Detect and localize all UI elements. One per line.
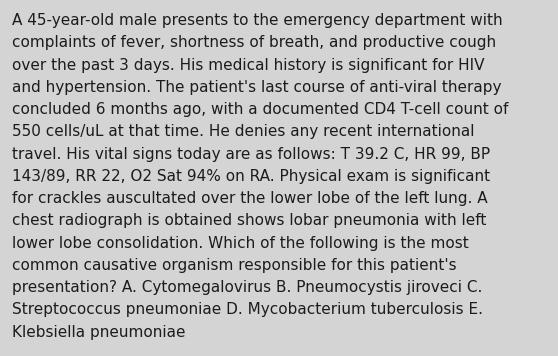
Text: lower lobe consolidation. Which of the following is the most: lower lobe consolidation. Which of the f…: [12, 236, 469, 251]
Text: concluded 6 months ago, with a documented CD4 T-cell count of: concluded 6 months ago, with a documente…: [12, 102, 509, 117]
Text: Streptococcus pneumoniae D. Mycobacterium tuberculosis E.: Streptococcus pneumoniae D. Mycobacteriu…: [12, 303, 483, 318]
Text: and hypertension. The patient's last course of anti-viral therapy: and hypertension. The patient's last cou…: [12, 80, 502, 95]
Text: presentation? A. Cytomegalovirus B. Pneumocystis jiroveci C.: presentation? A. Cytomegalovirus B. Pneu…: [12, 280, 483, 295]
Text: A 45-year-old male presents to the emergency department with: A 45-year-old male presents to the emerg…: [12, 13, 503, 28]
Text: Klebsiella pneumoniae: Klebsiella pneumoniae: [12, 325, 186, 340]
Text: 143/89, RR 22, O2 Sat 94% on RA. Physical exam is significant: 143/89, RR 22, O2 Sat 94% on RA. Physica…: [12, 169, 490, 184]
Text: chest radiograph is obtained shows lobar pneumonia with left: chest radiograph is obtained shows lobar…: [12, 214, 487, 229]
Text: for crackles auscultated over the lower lobe of the left lung. A: for crackles auscultated over the lower …: [12, 191, 488, 206]
Text: complaints of fever, shortness of breath, and productive cough: complaints of fever, shortness of breath…: [12, 36, 497, 51]
Text: 550 cells/uL at that time. He denies any recent international: 550 cells/uL at that time. He denies any…: [12, 125, 475, 140]
Text: over the past 3 days. His medical history is significant for HIV: over the past 3 days. His medical histor…: [12, 58, 485, 73]
Text: travel. His vital signs today are as follows: T 39.2 C, HR 99, BP: travel. His vital signs today are as fol…: [12, 147, 490, 162]
Text: common causative organism responsible for this patient's: common causative organism responsible fo…: [12, 258, 457, 273]
